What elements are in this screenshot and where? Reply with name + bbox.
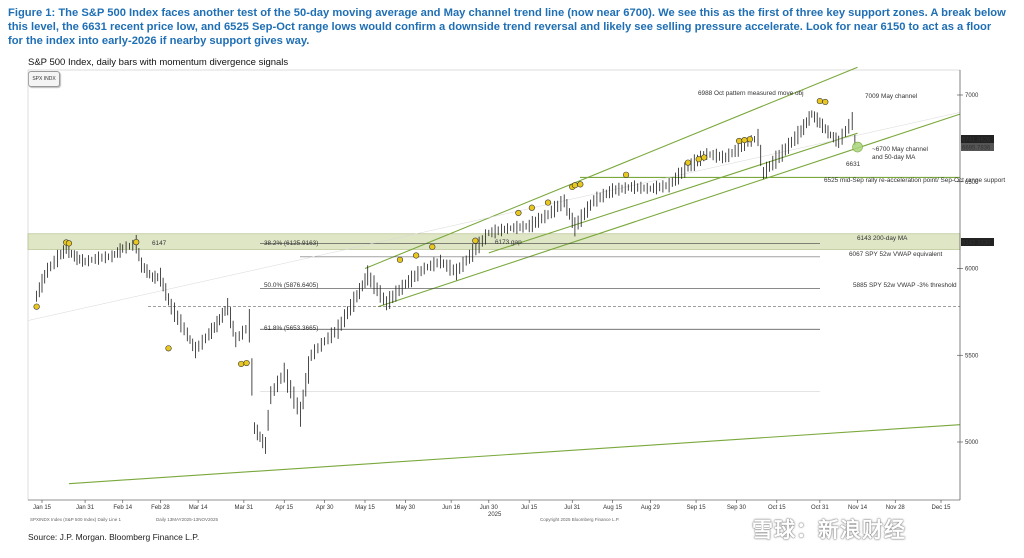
channel-mid-line: [488, 132, 858, 254]
divergence-marker: [413, 252, 420, 259]
y-tick-label: 6000: [965, 267, 979, 273]
divergence-marker: [695, 156, 702, 163]
y-tick-label: 5000: [965, 440, 979, 446]
footer-mid: Daily 13MAY2025-13NOV2025: [156, 517, 218, 522]
divergence-marker: [429, 243, 436, 250]
chart-logo-badge: SPX INDX: [28, 71, 60, 87]
x-tick-label: Apr 30: [316, 505, 334, 511]
figure-caption: Figure 1: The S&P 500 Index faces anothe…: [8, 7, 1006, 47]
divergence-marker: [133, 239, 140, 246]
divergence-marker: [396, 256, 404, 263]
divergence-marker: [746, 136, 753, 143]
footer-right: Copyright 2025 Bloomberg Finance L.P.: [540, 517, 619, 522]
svg-text:6143.3330: 6143.3330: [962, 241, 991, 247]
x-tick-label: Nov 28: [886, 505, 906, 511]
x-tick-label: Jan 31: [76, 505, 95, 511]
divergence-marker: [243, 359, 250, 367]
divergence-markers: [33, 97, 863, 368]
x-tick-label: Oct 15: [768, 505, 786, 511]
svg-text:6741.8826: 6741.8826: [962, 138, 991, 144]
channel-upper-line: [364, 66, 858, 270]
last-price-tag-1: 6741.8826: [961, 135, 994, 144]
x-tick-label: Oct 31: [811, 505, 829, 511]
annotation-6988: 6988 Oct pattern measured move obj: [698, 90, 804, 97]
ma200-price-tag: 6143.3330: [961, 238, 994, 247]
x-tick-label: Jan 15: [33, 505, 52, 511]
annotation-6147: 6147: [152, 240, 167, 247]
x-tick-label: Dec 15: [931, 505, 951, 511]
divergence-marker: [65, 240, 73, 247]
x-tick-label: Jun 30: [480, 505, 499, 511]
divergence-marker: [741, 137, 748, 144]
y-axis: 5000 5500 6000 6500 7000: [957, 70, 979, 500]
trend-channels: [68, 66, 961, 485]
divergence-marker: [544, 199, 552, 206]
divergence-marker: [577, 181, 584, 188]
x-tick-label: Jul 15: [521, 505, 538, 511]
footer-left: SPXINDX Index (S&P 500 Index) Daily Line…: [30, 517, 121, 522]
divergence-marker: [816, 97, 823, 105]
divergence-marker: [701, 154, 708, 161]
regression-line: [27, 112, 961, 321]
divergence-marker: [622, 171, 630, 178]
x-tick-label: Jun 16: [442, 505, 461, 511]
x-tick-label: Aug 29: [641, 505, 661, 511]
annotation-6700-line2: and 50-day MA: [872, 154, 916, 161]
fib-label-61: 61.8% (5653.3665): [264, 325, 318, 332]
x-tick-label: Mar 14: [189, 505, 208, 511]
annotation-6631: 6631: [846, 161, 861, 168]
divergence-marker: [238, 360, 245, 368]
source-note: Source: J.P. Morgan. Bloomberg Finance L…: [28, 532, 200, 542]
y-tick-label: 7000: [965, 93, 979, 99]
svg-text:6695.7836: 6695.7836: [962, 146, 991, 152]
x-tick-label: Sep 30: [727, 505, 747, 511]
divergence-marker: [571, 182, 579, 189]
divergence-marker: [684, 159, 692, 166]
y-tick-label: 5500: [965, 353, 979, 359]
support-test-marker: [852, 141, 863, 153]
channel-lower-line: [378, 113, 961, 308]
x-tick-label: Mar 31: [235, 505, 254, 511]
x-tick-label: Sep 15: [687, 505, 707, 511]
watermark: 雪球：新浪财经: [752, 519, 906, 542]
y-tick-label: 6500: [965, 180, 979, 186]
ma200-band: [27, 233, 961, 250]
x-axis: Jan 15 Jan 31 Feb 14 Feb 28 Mar 14 Mar 31 Apr …: [28, 499, 960, 511]
chart-subtitle: S&P 500 Index, daily bars with momentum …: [28, 57, 289, 68]
level-label-6067: 6067 SPY 52w VWAP equivalent: [849, 251, 943, 258]
fib-label-38: 38.2% (6125.9163): [264, 240, 318, 247]
annotation-7009: 7009 May channel: [865, 93, 917, 100]
x-tick-label: Aug 15: [603, 505, 623, 511]
divergence-marker: [33, 303, 40, 310]
x-tick-label: May 15: [355, 505, 375, 511]
level-label-6143: 6143 200-day MA: [857, 235, 908, 242]
divergence-marker: [165, 345, 172, 352]
fib-label-50: 50.0% (5876.6405): [264, 282, 318, 289]
price-bars: [36, 110, 856, 454]
x-tick-label: Feb 14: [113, 505, 132, 511]
level-label-6525: 6525 mid-Sep rally re-acceleration point…: [824, 177, 1005, 184]
x-tick-label: Apr 15: [275, 505, 293, 511]
last-price-tag-2: 6695.7836: [961, 143, 994, 152]
x-tick-label: Feb 28: [151, 505, 170, 511]
divergence-marker: [472, 237, 479, 244]
x-tick-label: May 30: [396, 505, 416, 511]
level-label-5885: 5885 SPY 52w VWAP -3% threshold: [853, 282, 957, 289]
divergence-marker: [528, 204, 535, 211]
support-levels: [27, 112, 961, 392]
plot-frame: [27, 69, 961, 501]
annotation-6173: 6173 gap: [495, 239, 522, 246]
annotation-6700-line1: ~6700 May channel: [872, 146, 928, 153]
divergence-marker: [736, 137, 743, 145]
x-tick-label: Nov 14: [848, 505, 868, 511]
x-tick-label: Jul 31: [564, 505, 581, 511]
divergence-marker: [515, 209, 522, 217]
long-term-trend-line: [68, 424, 961, 485]
divergence-marker: [822, 98, 829, 106]
x-year-label: 2025: [488, 512, 502, 518]
